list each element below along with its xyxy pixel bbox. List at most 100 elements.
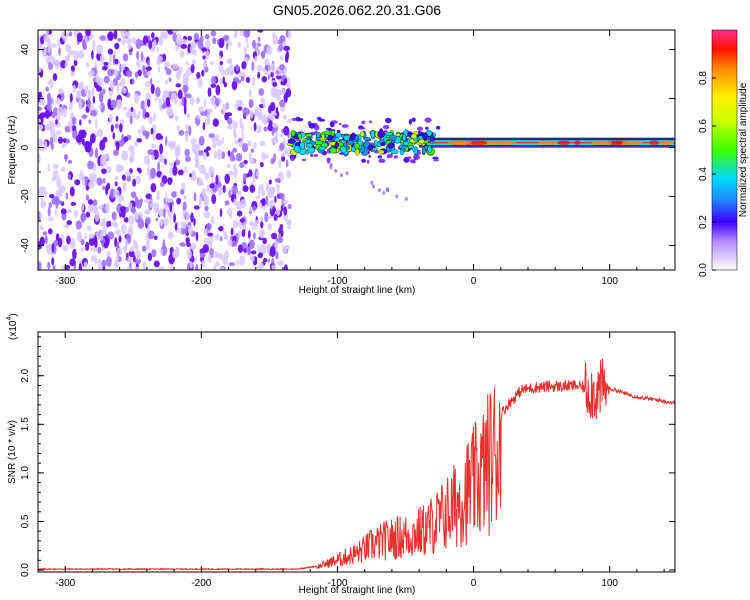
spectrogram-noise-blob bbox=[38, 118, 41, 124]
spectrogram-noise-blob bbox=[134, 257, 141, 265]
spectrogram-noise-blob bbox=[236, 79, 242, 84]
spectrogram-noise-blob bbox=[231, 80, 238, 91]
spectrogram-noise-blob bbox=[270, 101, 276, 112]
spectrogram-noise-blob bbox=[144, 99, 148, 110]
spectrogram-noise-blob bbox=[98, 103, 102, 110]
spectrogram-noise-blob bbox=[168, 140, 172, 148]
spectrogram-noise-blob bbox=[51, 96, 55, 106]
spectrogram-noise-blob bbox=[180, 38, 188, 45]
spectrogram-noise-blob bbox=[129, 115, 133, 125]
snr-y-tick-label: 1.5 bbox=[20, 417, 31, 431]
spectrogram-noise-blob bbox=[122, 53, 129, 62]
snr-series-line bbox=[38, 358, 675, 571]
spectrogram-noise-blob bbox=[134, 175, 142, 185]
spectrogram-band-blob bbox=[409, 159, 415, 164]
spectrogram-noise-blob bbox=[118, 197, 122, 203]
spectrogram-noise-blob bbox=[143, 155, 150, 165]
spectrogram-noise-blob bbox=[44, 235, 48, 245]
spectrogram-noise-blob bbox=[213, 264, 217, 270]
spectrogram-noise-blob bbox=[243, 159, 248, 165]
spectrogram-noise-blob bbox=[118, 99, 123, 109]
spectrogram-noise-blob bbox=[202, 122, 206, 131]
spectrogram-noise-blob bbox=[219, 236, 223, 242]
spectrogram-noise-blob bbox=[115, 140, 120, 151]
spectrogram-noise-blob bbox=[163, 217, 169, 226]
spectrogram-noise-blob bbox=[248, 89, 252, 97]
spectrogram-noise-blob bbox=[268, 187, 275, 197]
spectrogram-noise-blob bbox=[129, 224, 133, 236]
spectrogram-noise-blob bbox=[216, 139, 222, 147]
spectrogram-noise-blob bbox=[237, 41, 241, 48]
spectrogram-band-blob bbox=[368, 155, 372, 158]
spectrogram-noise-blob bbox=[45, 57, 51, 64]
spectrogram-noise-blob bbox=[261, 114, 268, 125]
spectrogram-noise-blob bbox=[165, 192, 168, 204]
spectrogram-y-tick-label: 0 bbox=[20, 144, 31, 150]
spectrogram-noise-blob bbox=[274, 177, 281, 183]
spectrogram-band-blob bbox=[297, 133, 302, 139]
spectrogram-band-blob bbox=[372, 184, 375, 189]
spectrogram-noise-blob bbox=[169, 111, 174, 116]
spectrogram-band-blob bbox=[308, 122, 315, 129]
spectrogram-noise-blob bbox=[168, 77, 172, 82]
spectrogram-noise-blob bbox=[133, 141, 139, 147]
spectrogram-band-blob bbox=[387, 142, 394, 149]
spectrogram-noise-blob bbox=[88, 203, 95, 214]
spectrogram-noise-blob bbox=[144, 112, 150, 118]
spectrogram-noise-blob bbox=[226, 117, 233, 125]
spectrogram-noise-blob bbox=[207, 112, 210, 119]
spectrogram-y-tick-label: 20 bbox=[20, 93, 31, 105]
spectrogram-noise-blob bbox=[286, 169, 292, 179]
spectrogram-noise-blob bbox=[64, 153, 68, 162]
spectrogram-noise-blob bbox=[84, 84, 89, 95]
spectrogram-noise-blob bbox=[78, 98, 83, 110]
spectrogram-noise-blob bbox=[272, 81, 278, 87]
spectrogram-noise-blob bbox=[284, 147, 288, 155]
spectrogram-band-blob bbox=[429, 135, 435, 142]
spectrogram-noise-blob bbox=[223, 231, 228, 240]
spectrogram-noise-blob bbox=[228, 170, 234, 176]
spectrogram-noise-blob bbox=[193, 217, 196, 227]
spectrogram-noise-blob bbox=[201, 69, 205, 77]
spectrogram-noise-blob bbox=[245, 186, 249, 192]
spectrogram-noise-blob bbox=[121, 133, 124, 144]
spectrogram-noise-blob bbox=[218, 37, 225, 49]
spectrogram-x-tick-label: 0 bbox=[471, 276, 477, 287]
spectrogram-noise-blob bbox=[108, 220, 112, 227]
spectrogram-noise-blob bbox=[122, 106, 128, 111]
spectrogram-noise-blob bbox=[248, 169, 253, 178]
spectrogram-noise-blob bbox=[72, 128, 78, 140]
spectrogram-noise-blob bbox=[260, 229, 265, 239]
spectrogram-noise-blob bbox=[150, 83, 155, 95]
spectrogram-noise-blob bbox=[185, 60, 189, 67]
spectrogram-noise-blob bbox=[279, 99, 286, 108]
spectrogram-noise-blob bbox=[279, 142, 285, 151]
spectrogram-noise-blob bbox=[195, 97, 201, 104]
spectrogram-noise-blob bbox=[114, 58, 119, 65]
spectrogram-noise-blob bbox=[74, 179, 81, 186]
spectrogram-noise-blob bbox=[160, 31, 167, 38]
spectrogram-noise-blob bbox=[125, 37, 132, 44]
spectrogram-noise-blob bbox=[287, 203, 292, 210]
spectrogram-noise-blob bbox=[38, 139, 43, 150]
colorbar-tick-label: 0.8 bbox=[698, 71, 709, 85]
spectrogram-band-blob bbox=[293, 145, 301, 153]
spectrogram-band-blob bbox=[305, 133, 313, 137]
spectrogram-noise-blob bbox=[88, 233, 95, 239]
spectrogram-noise-blob bbox=[73, 210, 79, 218]
spectrogram-noise-blob bbox=[271, 257, 275, 265]
spectrogram-noise-blob bbox=[283, 206, 288, 216]
spectrogram-noise-blob bbox=[272, 122, 278, 128]
spectrogram-noise-blob bbox=[120, 209, 126, 218]
spectrogram-band-blob bbox=[377, 149, 385, 155]
spectrogram-noise-blob bbox=[52, 73, 58, 82]
spectrogram-carrier-highlight bbox=[603, 140, 612, 145]
spectrogram-noise-blob bbox=[198, 198, 202, 209]
spectrogram-noise-blob bbox=[227, 208, 233, 216]
svg-text:(x104): (x104) bbox=[6, 313, 19, 340]
spectrogram-noise-blob bbox=[109, 114, 113, 123]
spectrogram-noise-blob bbox=[48, 216, 54, 222]
colorbar-tick-label: 0.0 bbox=[698, 263, 709, 277]
spectrogram-noise-blob bbox=[185, 213, 190, 221]
spectrogram-noise-blob bbox=[221, 137, 225, 144]
